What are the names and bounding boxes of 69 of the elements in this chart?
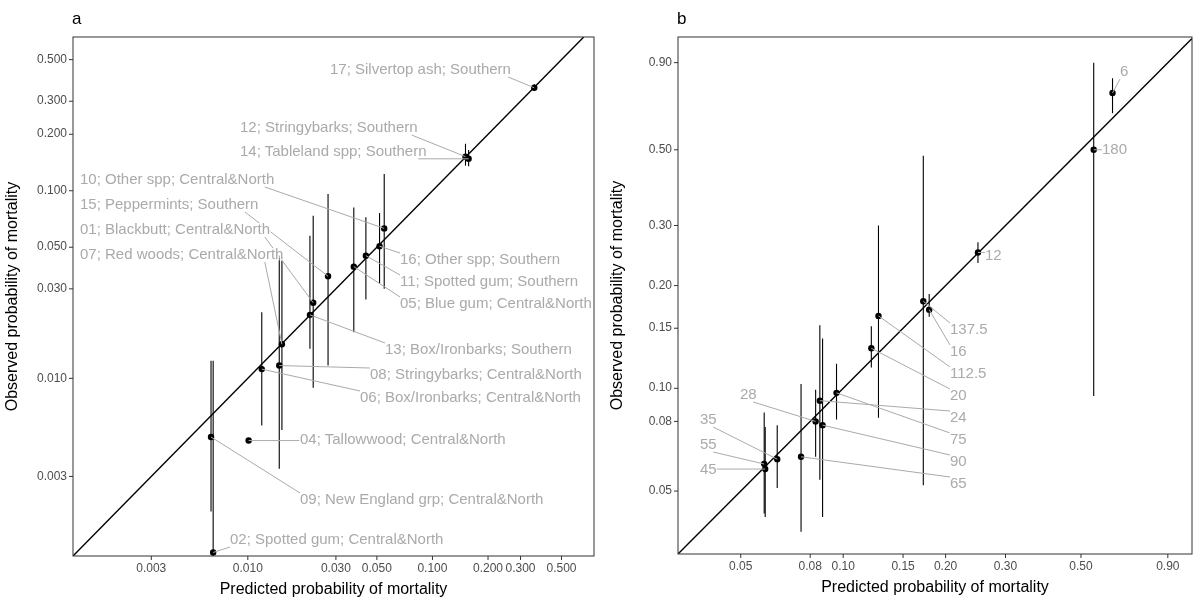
- x-tick-label: 0.15: [891, 559, 916, 573]
- annotation: 06; Box/Ironbarks; Central&North: [360, 387, 581, 405]
- annotation: 35: [700, 409, 717, 427]
- annotation: 16; Other spp; Southern: [400, 249, 561, 267]
- y-tick-label: 0.10: [648, 380, 673, 395]
- annotation: 75: [950, 429, 967, 447]
- x-tick-label: 0.05: [729, 559, 753, 573]
- x-tick-label: 0.08: [798, 559, 823, 573]
- x-tick-label: 0.003: [136, 561, 167, 575]
- y-axis-title: Observed probability of mortality: [608, 180, 625, 411]
- x-tick-label: 0.30: [993, 559, 1018, 573]
- y-tick-label: 0.30: [648, 217, 673, 232]
- x-tick-label: 0.90: [1156, 559, 1180, 573]
- annotation: 14; Tableland spp; Southern: [240, 141, 427, 159]
- x-tick-label: 0.010: [232, 561, 264, 575]
- y-tick-label: 0.200: [36, 126, 68, 141]
- annotation: 28: [740, 384, 757, 402]
- y-tick-label: 0.05: [648, 483, 673, 498]
- annotation: 6: [1120, 61, 1129, 79]
- annotation: 55: [700, 434, 717, 452]
- y-tick-label: 0.030: [36, 281, 68, 296]
- x-tick-label: 0.50: [1069, 559, 1093, 573]
- annotation: 08; Stringybarks; Central&North: [370, 364, 582, 382]
- annotation: 05; Blue gum; Central&North: [400, 293, 592, 311]
- y-tick-label: 0.010: [36, 370, 68, 385]
- x-tick-label: 0.300: [505, 561, 536, 575]
- annotation: 17; Silvertop ash; Southern: [330, 59, 511, 77]
- y-tick-label: 0.500: [36, 51, 68, 66]
- annotation: 112.5: [950, 363, 987, 381]
- x-tick-label: 0.050: [361, 561, 393, 575]
- y-tick-label: 0.90: [648, 54, 673, 69]
- annotation: 65: [950, 473, 967, 491]
- annotation: 15; Peppermints; Southern: [80, 194, 259, 212]
- annotation: 180: [1102, 139, 1128, 157]
- annotation: 20: [950, 385, 967, 403]
- y-tick-label: 0.100: [36, 182, 68, 197]
- annotation: 04; Tallowwood; Central&North: [300, 429, 506, 447]
- annotation: 24: [950, 407, 967, 425]
- annotation: 45: [700, 459, 717, 477]
- annotation: 13; Box/Ironbarks; Southern: [385, 339, 572, 357]
- annotation: 07; Red woods; Central&North: [80, 244, 284, 262]
- y-tick-label: 0.15: [648, 320, 673, 335]
- y-tick-label: 0.50: [648, 141, 673, 156]
- x-axis-title: Predicted probability of mortality: [219, 580, 448, 597]
- x-tick-label: 0.200: [473, 561, 504, 575]
- annotation: 137.5: [950, 319, 988, 337]
- x-axis-title: Predicted probability of mortality: [821, 578, 1049, 595]
- annotation: 02; Spotted gum; Central&North: [230, 529, 444, 547]
- y-axis-title: Observed probability of mortality: [3, 181, 20, 412]
- y-tick-label: 0.08: [648, 413, 673, 428]
- annotation: 90: [950, 451, 967, 469]
- y-tick-label: 0.300: [36, 93, 68, 108]
- y-tick-label: 0.20: [648, 277, 673, 292]
- annotation: 10; Other spp; Central&North: [80, 169, 275, 187]
- x-tick-label: 0.100: [417, 561, 448, 575]
- chart-title: a: [72, 9, 82, 28]
- annotation: 01; Blackbutt; Central&North: [80, 219, 271, 237]
- chart-title: b: [677, 9, 687, 28]
- annotation: 12; Stringybarks; Southern: [240, 117, 418, 135]
- y-tick-label: 0.003: [36, 468, 68, 483]
- annotation: 16: [950, 341, 967, 359]
- x-tick-label: 0.030: [320, 561, 352, 575]
- x-tick-label: 0.10: [831, 559, 856, 573]
- annotation: 09; New England grp; Central&North: [300, 489, 544, 507]
- y-tick-label: 0.050: [36, 239, 68, 254]
- x-tick-label: 0.20: [933, 559, 958, 573]
- x-tick-label: 0.500: [546, 561, 577, 575]
- annotation: 12: [985, 245, 1002, 263]
- annotation: 11; Spotted gum; Southern: [400, 271, 579, 289]
